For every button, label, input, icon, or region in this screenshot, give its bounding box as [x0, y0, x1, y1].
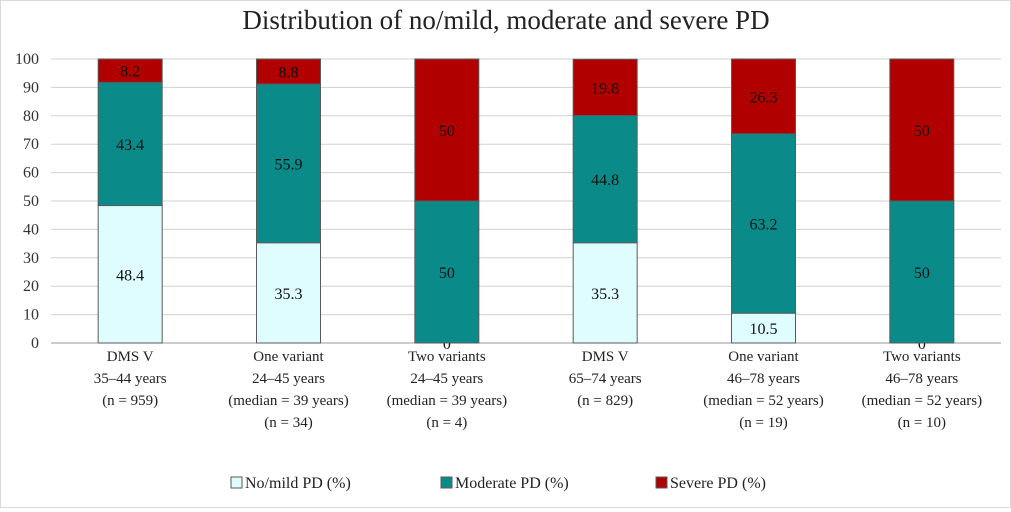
y-tick-label: 50	[23, 193, 39, 210]
bar-segment	[731, 58, 796, 135]
y-axis: 0 10 20 30 40 50 60 70 80 90 100	[15, 51, 1001, 352]
category-label: (median = 52 years)	[862, 393, 983, 409]
y-tick-label: 60	[23, 165, 39, 182]
x-axis: DMS V 35–44 years (n = 959) One variant 24–4…	[94, 349, 982, 431]
y-tick-label: 40	[23, 221, 39, 238]
bar-segment	[572, 242, 638, 344]
bar-segment	[731, 312, 796, 344]
y-tick-label: 70	[23, 136, 39, 153]
bar-segment	[97, 58, 163, 83]
category-label: Two variants	[883, 349, 961, 365]
category-label: 65–74 years	[569, 371, 642, 387]
legend-swatch	[655, 476, 668, 489]
bar-segment	[572, 58, 638, 117]
data-label: 43.4	[116, 137, 144, 154]
data-label: 8.8	[279, 64, 299, 81]
category-label: 24–45 years	[252, 371, 325, 387]
bar-segment	[731, 133, 796, 314]
data-label: 44.8	[591, 172, 619, 189]
data-label: 35.3	[275, 286, 303, 303]
legend-swatch	[230, 476, 243, 489]
bar-segment	[414, 200, 480, 344]
y-tick-label: 80	[23, 108, 39, 125]
bar-segment	[256, 242, 321, 344]
legend-label: Severe PD (%)	[670, 475, 766, 492]
data-label: 50	[439, 265, 455, 282]
category-label: (median = 39 years)	[228, 393, 349, 409]
category-label: 24–45 years	[410, 371, 483, 387]
category-label: (n = 959)	[102, 393, 158, 409]
bar-segment	[414, 58, 480, 202]
category-label: One variant	[728, 349, 799, 365]
bar-segment	[256, 58, 321, 85]
data-label: 55.9	[275, 156, 303, 173]
bar-segment	[889, 200, 955, 344]
data-label: 0	[443, 336, 451, 353]
data-label: 50	[439, 123, 455, 140]
data-label: 8.2	[120, 64, 140, 81]
data-label: 0	[918, 336, 926, 353]
legend-label: No/mild PD (%)	[245, 475, 351, 492]
category-label: One variant	[253, 349, 324, 365]
bars: 48.4 43.4 8.2 35.3 55.9 8.8 0 50 50 35.3 44.8 19.8 1…	[97, 58, 955, 353]
chart-title: Distribution of no/mild, moderate and se…	[242, 5, 769, 35]
y-tick-label: 100	[15, 51, 39, 68]
data-label: 63.2	[750, 216, 778, 233]
bar-segment	[889, 58, 955, 202]
category-label: Two variants	[408, 349, 486, 365]
y-tick-label: 10	[23, 307, 39, 324]
category-label: (n = 19)	[739, 415, 787, 431]
category-label: (median = 52 years)	[703, 393, 824, 409]
data-label: 50	[914, 123, 930, 140]
data-label: 26.3	[750, 89, 778, 106]
legend-swatch	[440, 476, 453, 489]
gridlines	[51, 58, 1001, 344]
bar-segment	[97, 205, 163, 344]
category-label: (n = 10)	[898, 415, 946, 431]
y-tick-label: 20	[23, 278, 39, 295]
category-label: (n = 4)	[426, 415, 467, 431]
category-label: (n = 829)	[577, 393, 633, 409]
y-tick-label: 30	[23, 250, 39, 267]
data-label: 10.5	[750, 321, 778, 338]
category-label: 35–44 years	[94, 371, 167, 387]
data-label: 48.4	[116, 267, 144, 284]
category-label: (median = 39 years)	[387, 393, 508, 409]
bar-segment	[572, 115, 638, 244]
legend-label: Moderate PD (%)	[455, 475, 569, 492]
category-label: 46–78 years	[885, 371, 958, 387]
y-tick-label: 0	[31, 335, 39, 352]
bar-segment	[97, 81, 163, 207]
data-label: 35.3	[591, 286, 619, 303]
legend: No/mild PD (%) Moderate PD (%) Severe PD (…	[230, 475, 766, 492]
category-label: DMS V	[582, 349, 629, 365]
y-tick-label: 90	[23, 79, 39, 96]
data-label: 19.8	[591, 80, 619, 97]
data-label: 50	[914, 265, 930, 282]
category-label: 46–78 years	[727, 371, 800, 387]
category-label: (n = 34)	[264, 415, 312, 431]
bar-segment	[256, 83, 321, 244]
category-label: DMS V	[107, 349, 154, 365]
